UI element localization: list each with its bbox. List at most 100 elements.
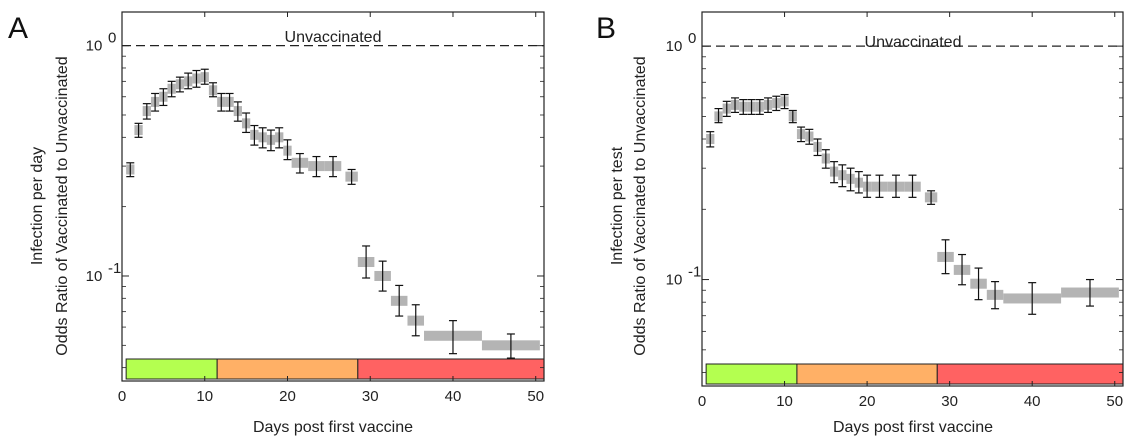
- data-point: [159, 88, 168, 107]
- data-point: [788, 109, 797, 124]
- data-point: [821, 149, 830, 169]
- data-point: [924, 190, 938, 205]
- y-tick-exponent: 0: [688, 30, 696, 47]
- data-point: [241, 112, 251, 134]
- x-tick-label: 40: [445, 388, 462, 405]
- data-point: [258, 127, 267, 149]
- data-point: [407, 304, 425, 337]
- data-point: [283, 139, 292, 161]
- panel-letter-a: A: [8, 12, 28, 45]
- data-point: [755, 99, 764, 115]
- data-point: [772, 95, 781, 112]
- x-tick-label: 10: [196, 388, 213, 405]
- x-tick-label: 30: [941, 393, 958, 410]
- data-point: [846, 167, 855, 192]
- data-point: [424, 320, 482, 355]
- data-point: [291, 152, 309, 174]
- data-point: [838, 164, 847, 188]
- y-tick-label: 10: [666, 272, 683, 289]
- data-point: [706, 131, 715, 148]
- phase-band: [705, 363, 798, 385]
- data-point: [167, 80, 176, 98]
- reference-line-label: Unvaccinated: [865, 34, 962, 51]
- data-point: [134, 122, 143, 138]
- x-tick-label: 50: [527, 388, 544, 405]
- y-axis-label-line1: Infection per day: [29, 147, 46, 265]
- data-point: [150, 92, 160, 112]
- y-tick-label: 10: [666, 38, 683, 55]
- data-point: [937, 239, 954, 275]
- data-point: [739, 99, 748, 115]
- data-point: [1061, 278, 1119, 307]
- data-point: [374, 260, 391, 292]
- data-point: [208, 82, 218, 98]
- data-point: [730, 97, 740, 114]
- phase-band: [125, 358, 218, 380]
- data-point: [233, 101, 242, 122]
- data-point: [390, 284, 408, 317]
- data-point: [854, 171, 863, 194]
- x-tick-label: 0: [698, 393, 706, 410]
- data-point: [722, 100, 731, 117]
- y-tick-exponent: -1: [108, 260, 121, 277]
- panel-a: A Infection per day Odds Ratio of Vaccin…: [8, 11, 545, 436]
- data-point: [796, 126, 806, 143]
- data-point: [986, 281, 1004, 310]
- data-point: [345, 168, 358, 185]
- phase-band: [936, 363, 1124, 385]
- data-point: [126, 162, 135, 178]
- data-point: [871, 174, 888, 198]
- data-point: [829, 161, 839, 184]
- data-point: [970, 267, 987, 301]
- axes-frame: [701, 11, 1124, 387]
- y-tick-label: 10: [86, 38, 103, 55]
- x-tick-label: 10: [776, 393, 793, 410]
- x-axis-label: Days post first vaccine: [253, 419, 413, 436]
- data-point: [714, 107, 723, 124]
- x-tick-label: 40: [1024, 393, 1041, 410]
- panel-b: B Infection per test Odds Ratio of Vacci…: [596, 11, 1124, 436]
- y-tick-label: 10: [86, 268, 103, 285]
- data-point: [175, 76, 185, 93]
- data-point: [953, 253, 971, 286]
- reference-line-label: Unvaccinated: [285, 29, 382, 46]
- data-point: [217, 92, 226, 112]
- data-point: [357, 245, 375, 279]
- data-point: [225, 92, 234, 112]
- data-point: [481, 333, 540, 359]
- y-tick-exponent: 0: [108, 30, 116, 47]
- plot-area: 0 10 20 30 40 50 10 0 10 -1: [666, 11, 1124, 410]
- plot-area: 0 10 20 30 40 50 10 0 10 -1: [86, 11, 545, 405]
- y-tick-exponent: -1: [688, 264, 701, 281]
- data-point: [780, 93, 789, 110]
- phase-band: [357, 358, 545, 380]
- x-tick-label: 20: [859, 393, 876, 410]
- axes-frame: [121, 11, 545, 382]
- data-point: [324, 155, 342, 178]
- data-point: [184, 72, 193, 90]
- x-tick-label: 0: [118, 388, 126, 405]
- data-point: [805, 128, 814, 145]
- data-point: [1003, 282, 1062, 315]
- data-point: [250, 124, 259, 146]
- panel-letter-b: B: [596, 12, 616, 45]
- data-point: [266, 129, 276, 152]
- data-point: [904, 174, 921, 198]
- x-tick-label: 20: [279, 388, 296, 405]
- data-point: [887, 174, 905, 198]
- data-point: [275, 127, 284, 149]
- data-point: [142, 103, 151, 120]
- x-tick-label: 50: [1106, 393, 1123, 410]
- data-point: [763, 97, 773, 114]
- data-point: [862, 174, 872, 198]
- data-point: [200, 68, 209, 85]
- data-point: [747, 99, 756, 115]
- y-axis-label-line1: Infection per test: [609, 146, 626, 265]
- data-point: [813, 138, 822, 157]
- y-axis-label-line2: Odds Ratio of Vaccinated to Unvaccinated: [54, 56, 71, 355]
- x-axis-label: Days post first vaccine: [833, 419, 993, 436]
- x-tick-label: 30: [362, 388, 379, 405]
- data-point: [192, 69, 201, 88]
- data-point: [308, 155, 325, 178]
